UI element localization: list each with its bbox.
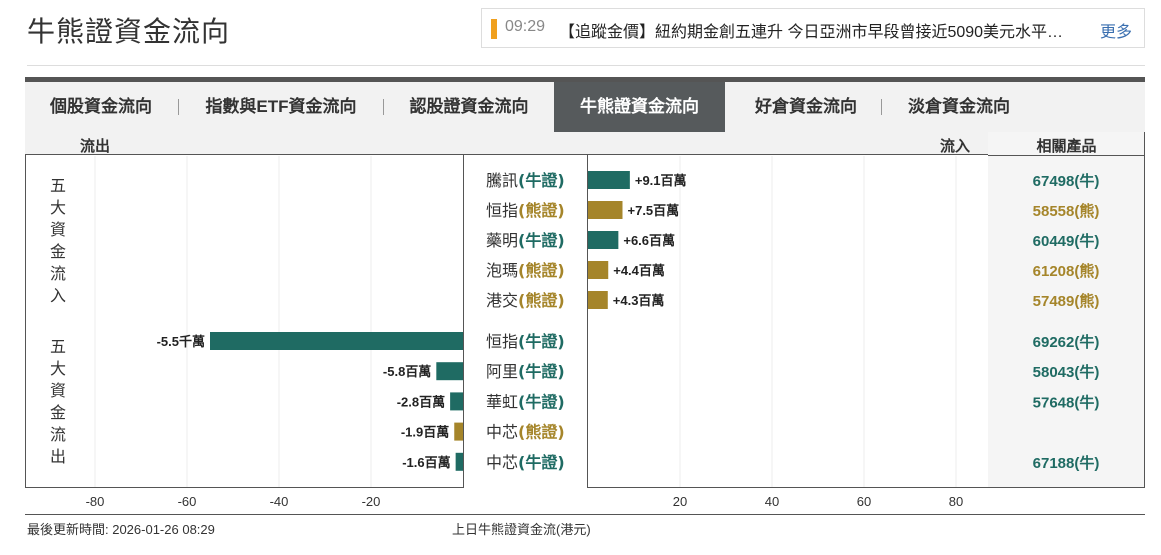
stock-name: 泡瑪	[486, 261, 518, 280]
stock-name-label: 華虹(牛證)	[486, 392, 565, 411]
tab-index-etf-flow[interactable]: 指數與ETF資金流向	[205, 97, 357, 116]
bar-value-label: +6.6百萬	[623, 233, 675, 248]
bar	[588, 171, 630, 189]
product-column	[988, 132, 1145, 487]
cbbc-kind: (熊證)	[518, 291, 565, 310]
x-tick-label: 60	[857, 494, 871, 509]
related-product-link[interactable]: 60449(牛)	[1033, 232, 1100, 250]
divider	[988, 155, 1145, 156]
outflow-side-label: 五大資金流出	[49, 339, 66, 466]
stock-name: 藥明	[486, 231, 518, 250]
cbbc-kind: (牛證)	[518, 453, 565, 472]
stock-name-label: 恒指(熊證)	[486, 201, 565, 220]
bar-value-label: +9.1百萬	[635, 173, 687, 188]
divider	[27, 65, 1145, 66]
related-product-link[interactable]: 58043(牛)	[1033, 363, 1100, 381]
stock-name: 恒指	[486, 332, 518, 351]
x-tick-label: -80	[86, 494, 105, 509]
cbbc-kind: (牛證)	[518, 171, 565, 190]
tab-long-flow[interactable]: 好倉資金流向	[755, 97, 857, 116]
related-product-link[interactable]: 57648(牛)	[1033, 393, 1100, 411]
stock-name-label: 恒指(牛證)	[486, 332, 565, 351]
bar-value-label: -5.5千萬	[157, 334, 205, 349]
related-product-link[interactable]: 67498(牛)	[1033, 172, 1100, 190]
tab-warrant-flow[interactable]: 認股證資金流向	[409, 97, 529, 116]
related-product-link[interactable]: 61208(熊)	[1033, 262, 1100, 280]
stock-name-column	[463, 155, 588, 488]
bar	[588, 201, 623, 219]
cbbc-kind: (熊證)	[518, 201, 565, 220]
tab-stock-flow[interactable]: 個股資金流向	[50, 97, 152, 116]
inflow-side-label: 五大資金流入	[49, 178, 66, 305]
related-product-link[interactable]: 69262(牛)	[1033, 333, 1100, 351]
stock-name-label: 阿里(牛證)	[486, 362, 565, 381]
stock-name: 港交	[486, 291, 518, 310]
cbbc-kind: (牛證)	[518, 392, 565, 411]
outflow-header: 流出	[80, 138, 111, 155]
cbbc-kind: (牛證)	[518, 332, 565, 351]
tab-separator	[383, 99, 384, 115]
cbbc-kind: (熊證)	[518, 261, 565, 280]
x-tick-label: -40	[270, 494, 289, 509]
bar	[436, 362, 463, 381]
stock-name: 中芯	[486, 453, 518, 472]
news-time: 09:29	[505, 18, 546, 35]
stock-name: 華虹	[486, 392, 518, 411]
bar-value-label: +4.4百萬	[613, 263, 665, 278]
product-header: 相關產品	[1036, 138, 1097, 155]
x-tick-label: -20	[362, 494, 381, 509]
related-product-link[interactable]: 67188(牛)	[1033, 454, 1100, 472]
stock-name: 騰訊	[486, 171, 518, 190]
bar	[588, 261, 609, 279]
stock-name-label: 中芯(熊證)	[486, 423, 565, 442]
cbbc-kind: (牛證)	[518, 231, 565, 250]
last-updated: 最後更新時間: 2026-01-26 08:29	[27, 522, 215, 537]
cbbc-kind: (牛證)	[518, 362, 565, 381]
bar	[450, 392, 463, 411]
tab-bar: 個股資金流向 指數與ETF資金流向 認股證資金流向 牛熊證資金流向 好倉資金流向…	[25, 82, 1145, 132]
news-more-link[interactable]: 更多	[1099, 24, 1132, 41]
news-accent-bar	[491, 19, 497, 39]
x-axis-label: 上日牛熊證資金流(港元)	[452, 522, 591, 537]
x-tick-label: -60	[178, 494, 197, 509]
page-title: 牛熊證資金流向	[27, 16, 231, 47]
chart-header-row	[25, 132, 988, 155]
related-product-link[interactable]: 58558(熊)	[1033, 202, 1100, 220]
stock-name: 阿里	[486, 362, 518, 381]
stock-name: 中芯	[486, 423, 518, 442]
bar	[455, 452, 463, 471]
stock-name-label: 騰訊(牛證)	[486, 171, 565, 190]
tab-separator	[881, 99, 882, 115]
bar	[588, 291, 608, 309]
bar	[588, 231, 619, 249]
bar-value-label: -1.9百萬	[401, 425, 449, 440]
cbbc-kind: (熊證)	[518, 423, 565, 442]
news-ticker[interactable]: 09:29 【追蹤金價】紐約期金創五連升 今日亞洲市早段曾接近5090美元水平……	[481, 8, 1145, 48]
bar	[454, 422, 463, 441]
x-tick-label: 20	[673, 494, 687, 509]
stock-name-label: 港交(熊證)	[486, 291, 565, 310]
stock-name: 恒指	[486, 201, 518, 220]
footer-divider	[25, 514, 1145, 515]
stock-name-label: 藥明(牛證)	[486, 231, 565, 250]
x-tick-label: 40	[765, 494, 779, 509]
inflow-header: 流入	[940, 138, 971, 155]
tab-separator	[178, 99, 179, 115]
x-tick-label: 80	[949, 494, 963, 509]
tab-short-flow[interactable]: 淡倉資金流向	[908, 97, 1010, 116]
bar	[210, 332, 463, 350]
bar-value-label: -5.8百萬	[383, 364, 431, 379]
stock-name-label: 泡瑪(熊證)	[486, 261, 565, 280]
stock-name-label: 中芯(牛證)	[486, 453, 565, 472]
bar-value-label: +4.3百萬	[613, 293, 665, 308]
related-product-link[interactable]: 57489(熊)	[1033, 292, 1100, 310]
bar-value-label: -1.6百萬	[402, 455, 450, 470]
tabs-top-border	[25, 77, 1145, 82]
tab-cbbc-flow[interactable]: 牛熊證資金流向	[554, 82, 725, 132]
bar-value-label: +7.5百萬	[628, 203, 680, 218]
bar-value-label: -2.8百萬	[397, 394, 445, 409]
